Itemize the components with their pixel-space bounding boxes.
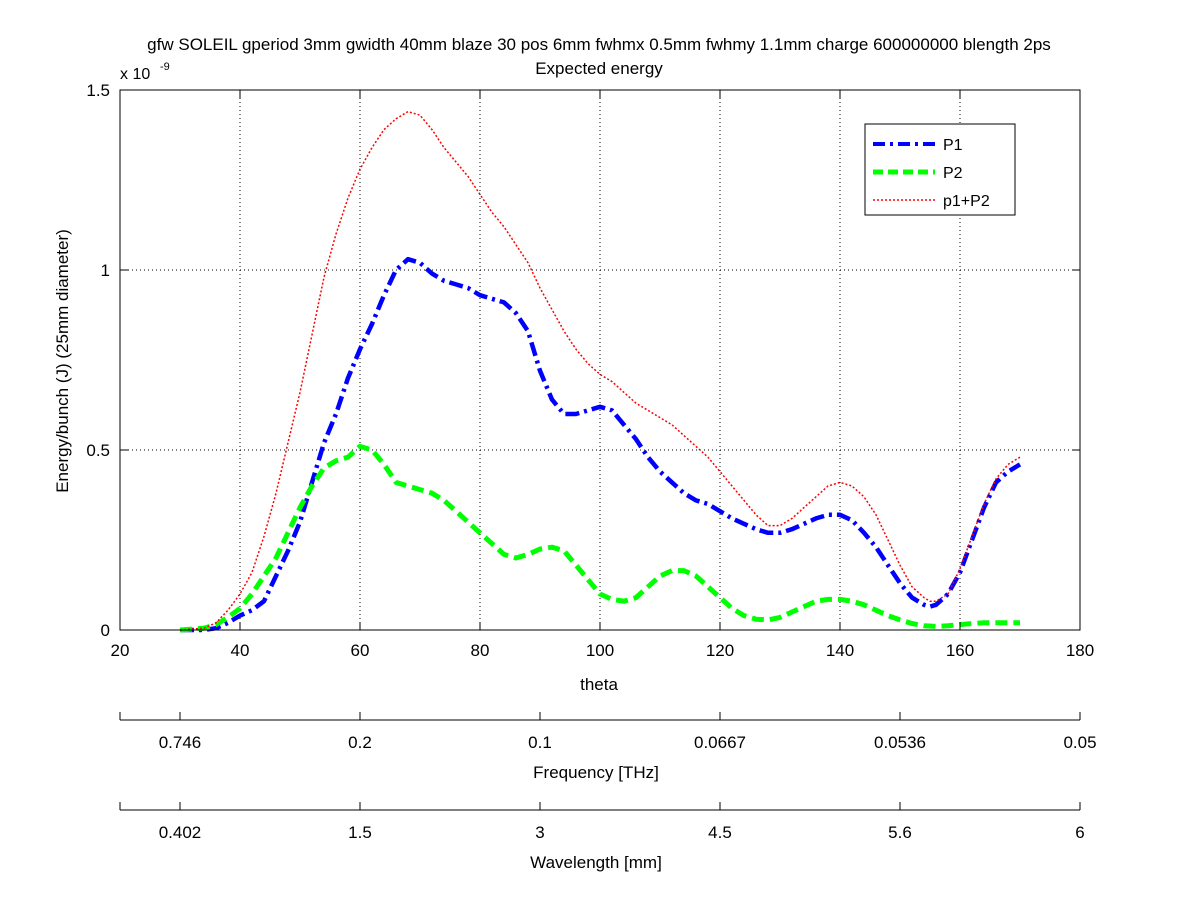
secondary-tick-label: 4.5 xyxy=(708,823,732,842)
y-ticks: 0 0.5 1 1.5 xyxy=(86,81,1080,640)
secondary-tick-label: 3 xyxy=(535,823,544,842)
x-tick-label: 20 xyxy=(111,641,130,660)
frequency-axis-label: Frequency [THz] xyxy=(533,763,659,782)
secondary-tick-label: 1.5 xyxy=(348,823,372,842)
legend-label-p1p2: p1+P2 xyxy=(943,193,990,210)
secondary-tick-label: 6 xyxy=(1075,823,1084,842)
legend-box xyxy=(864,123,1016,216)
wavelength-ticks: 0.402 1.5 3 4.5 5.6 6 xyxy=(119,802,1085,842)
y-exponent-power: -9 xyxy=(160,61,170,73)
x-tick-label: 60 xyxy=(351,641,370,660)
series-line-1 xyxy=(179,443,1020,633)
x-tick-label: 120 xyxy=(706,641,734,660)
x-tick-label: 40 xyxy=(231,641,250,660)
x-tick-label: 180 xyxy=(1066,641,1094,660)
secondary-tick-label: 0.2 xyxy=(348,733,372,752)
series-line-0 xyxy=(180,256,1022,633)
chart-title: gfw SOLEIL gperiod 3mm gwidth 40mm blaze… xyxy=(147,35,1051,54)
secondary-tick-label: 0.746 xyxy=(159,733,202,752)
legend-label-p1: P1 xyxy=(943,137,963,154)
y-tick-label: 1.5 xyxy=(86,81,110,100)
secondary-tick-label: 5.6 xyxy=(888,823,912,842)
x-tick-label: 140 xyxy=(826,641,854,660)
legend: P1 P2 p1+P2 xyxy=(864,123,1016,216)
secondary-tick-label: 0.402 xyxy=(159,823,202,842)
frequency-ticks: 0.746 0.2 0.1 0.0667 0.0536 0.05 xyxy=(119,712,1097,752)
y-tick-label: 1 xyxy=(101,261,110,280)
secondary-tick-label: 0.0536 xyxy=(874,733,926,752)
y-tick-label: 0.5 xyxy=(86,441,110,460)
secondary-tick-label: 0.05 xyxy=(1063,733,1096,752)
x-ticks: 20 40 60 80 100 120 140 160 180 xyxy=(111,90,1094,660)
x-tick-label: 100 xyxy=(586,641,614,660)
frequency-axis: 0.746 0.2 0.1 0.0667 0.0536 0.05 Frequency [T… xyxy=(119,712,1097,782)
secondary-tick-label: 0.1 xyxy=(528,733,552,752)
y-exponent-base: x 10 xyxy=(120,66,150,83)
x-tick-label: 80 xyxy=(471,641,490,660)
chart-subtitle: Expected energy xyxy=(535,59,663,78)
x-tick-label: 160 xyxy=(946,641,974,660)
x-axis-label: theta xyxy=(580,675,618,694)
grid xyxy=(120,90,1080,630)
plot-area: 20 40 60 80 100 120 140 160 180 0 0.5 1 1.5 xyxy=(86,81,1094,660)
series-lines xyxy=(179,110,1022,633)
y-axis-label: Energy/bunch (J) (25mm diameter) xyxy=(53,229,72,493)
secondary-tick-label: 0.0667 xyxy=(694,733,746,752)
series-line-2 xyxy=(179,110,1021,631)
legend-label-p2: P2 xyxy=(943,165,963,182)
wavelength-axis: 0.402 1.5 3 4.5 5.6 6 Wavelength [mm] xyxy=(119,802,1085,872)
y-tick-label: 0 xyxy=(101,621,110,640)
wavelength-axis-label: Wavelength [mm] xyxy=(530,853,662,872)
